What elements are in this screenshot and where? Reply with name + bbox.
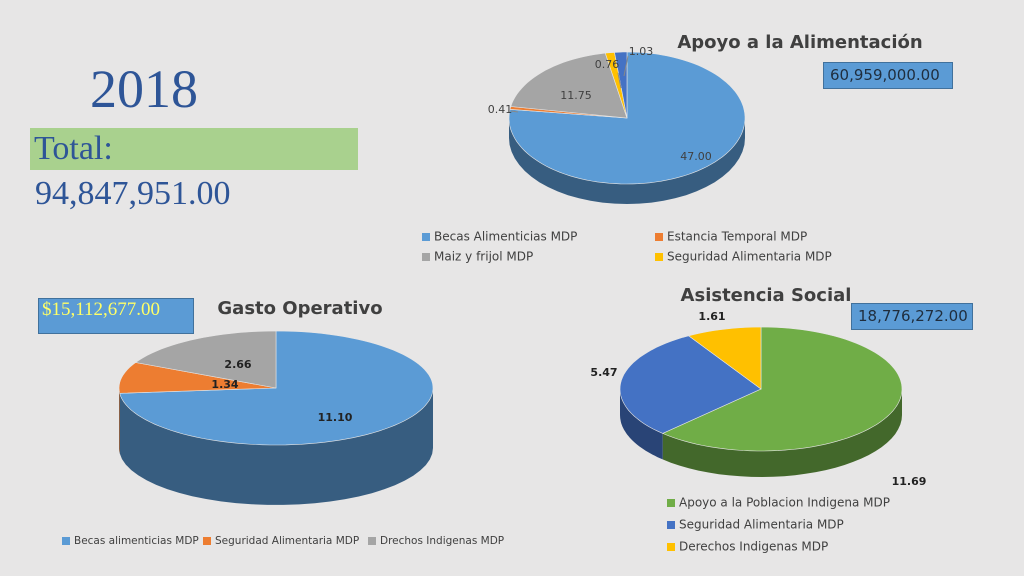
chart-title: Apoyo a la Alimentación: [677, 32, 922, 53]
pie-side: [662, 389, 902, 477]
data-label: 11.10: [318, 411, 353, 424]
pie-side: [119, 388, 433, 505]
annotation: 18,776,272.00: [851, 303, 973, 330]
legend-label: Estancia Temporal MDP: [667, 230, 807, 244]
data-label: 0.76: [595, 58, 620, 71]
annotation: $15,112,677.00: [38, 298, 194, 334]
legend-label: Becas alimenticias MDP: [74, 535, 199, 547]
data-label: 0.41: [488, 103, 513, 116]
pie-slice: [119, 330, 434, 446]
legend-label: Maiz y frijol MDP: [434, 250, 533, 264]
legend-swatch: [62, 537, 70, 545]
legend-swatch: [667, 499, 675, 507]
pie-slice: [619, 335, 762, 434]
chart-title: Gasto Operativo: [217, 298, 382, 319]
leader-line: [617, 72, 622, 89]
legend-swatch: [422, 233, 430, 241]
year: 2018: [90, 59, 198, 119]
legend-swatch: [655, 233, 663, 241]
legend-label: Derechos Indigenas MDP: [679, 540, 828, 554]
legend-swatch: [655, 253, 663, 261]
legend-swatch: [667, 543, 675, 551]
chart-title: Asistencia Social: [681, 285, 852, 306]
leader-line: [623, 55, 629, 77]
data-label: 1.03: [629, 45, 654, 58]
legend-swatch: [422, 253, 430, 261]
pie-slice: [118, 362, 277, 394]
pie-slice: [134, 330, 277, 389]
pie-side: [509, 118, 745, 204]
legend-label: Seguridad Alimentaria MDP: [679, 518, 844, 532]
pie-side: [119, 388, 120, 454]
legend-label: Apoyo a la Poblacion Indigena MDP: [679, 496, 890, 510]
data-label: 1.61: [698, 310, 725, 323]
data-label: 1.34: [211, 378, 238, 391]
legend-label: Seguridad Alimentaria MDP: [667, 250, 832, 264]
data-label: 11.69: [892, 475, 927, 488]
data-label: 11.75: [560, 89, 592, 102]
legend-swatch: [667, 521, 675, 529]
leader-line: [510, 110, 519, 113]
total-label: Total:: [30, 128, 358, 170]
legend-label: Becas Alimenticias MDP: [434, 230, 577, 244]
total-value: 94,847,951.00: [35, 175, 231, 212]
data-label: 5.47: [590, 366, 617, 379]
pie-side: [620, 389, 663, 460]
legend-label: Seguridad Alimentaria MDP: [215, 535, 359, 547]
data-label: 47.00: [680, 150, 712, 163]
pie-slice: [687, 326, 762, 390]
pie-slice: [661, 326, 903, 452]
legend-swatch: [368, 537, 376, 545]
pie-slice: [510, 52, 628, 119]
legend-swatch: [203, 537, 211, 545]
annotation: 60,959,000.00: [823, 62, 953, 89]
data-label: 2.66: [224, 358, 251, 371]
legend-label: Drechos Indigenas MDP: [380, 535, 504, 547]
